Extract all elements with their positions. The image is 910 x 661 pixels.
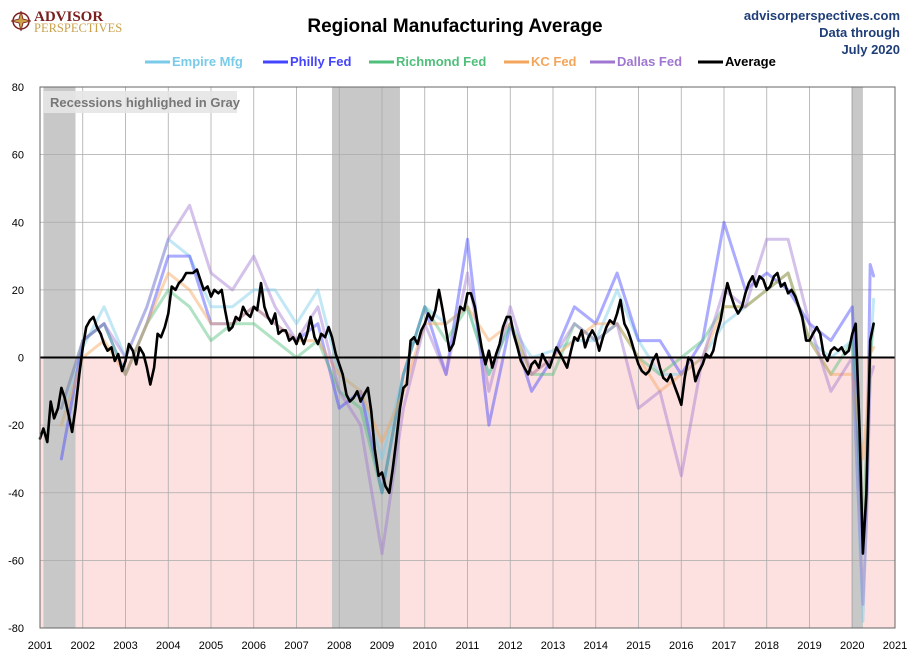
x-tick-label-2014: 2014 xyxy=(584,640,608,652)
advisor-perspectives-logo: ADVISOR PERSPECTIVES xyxy=(10,9,122,35)
x-tick-label-2009: 2009 xyxy=(370,640,394,652)
x-tick-label-2003: 2003 xyxy=(113,640,137,652)
series-lines xyxy=(38,203,876,623)
x-tick-label-2008: 2008 xyxy=(327,640,351,652)
x-tick-label-2002: 2002 xyxy=(71,640,95,652)
legend-item-philly: Philly Fed xyxy=(263,54,351,69)
compass-icon xyxy=(10,10,32,32)
annotation-text: Recessions highlighed in Gray xyxy=(50,95,241,110)
x-tick-label-2012: 2012 xyxy=(498,640,522,652)
plot-border xyxy=(39,86,896,629)
x-tick-label-2016: 2016 xyxy=(669,640,693,652)
x-tick-label-2018: 2018 xyxy=(755,640,779,652)
x-tick-label-2020: 2020 xyxy=(840,640,864,652)
x-tick-label-2001: 2001 xyxy=(28,640,52,652)
chart-title: Regional Manufacturing Average xyxy=(307,16,602,37)
x-tick-label-2006: 2006 xyxy=(242,640,266,652)
x-tick-label-2017: 2017 xyxy=(712,640,736,652)
x-tick-label-2010: 2010 xyxy=(413,640,437,652)
legend-item-empire: Empire Mfg xyxy=(145,54,243,69)
legend-label-kc: KC Fed xyxy=(531,54,577,69)
source-line3: July 2020 xyxy=(841,42,900,57)
y-tick-label-20: 20 xyxy=(12,285,24,297)
y-tick-label-80: 80 xyxy=(12,82,24,94)
logo-top-text: ADVISOR xyxy=(34,9,103,25)
legend-item-average: Average xyxy=(698,54,776,69)
y-tick-label-0: 0 xyxy=(18,353,24,365)
x-tick-label-2004: 2004 xyxy=(156,640,180,652)
y-tick-label--60: -60 xyxy=(8,555,24,567)
y-tick-label-40: 40 xyxy=(12,217,24,229)
series-line-kc xyxy=(59,271,876,461)
y-tick-label--80: -80 xyxy=(8,623,24,635)
legend: Empire Mfg Philly Fed Richmond Fed KC Fe… xyxy=(145,54,776,69)
x-tick-label-2019: 2019 xyxy=(797,640,821,652)
legend-label-average: Average xyxy=(725,54,776,69)
source-line2: Data through xyxy=(819,25,900,40)
legend-label-dallas: Dallas Fed xyxy=(617,54,682,69)
series-line-philly xyxy=(59,220,876,549)
y-tick-label--40: -40 xyxy=(8,488,24,500)
legend-label-empire: Empire Mfg xyxy=(172,54,243,69)
x-tick-label-2013: 2013 xyxy=(541,640,565,652)
legend-label-richmond: Richmond Fed xyxy=(396,54,486,69)
recession-annotation: Recessions highlighed in Gray xyxy=(43,91,241,113)
legend-item-kc: KC Fed xyxy=(504,54,577,69)
logo-bottom-text: PERSPECTIVES xyxy=(34,21,122,35)
y-tick-label-60: 60 xyxy=(12,150,24,162)
series-line-average xyxy=(38,268,875,555)
series-line-richmond xyxy=(59,271,876,539)
legend-item-dallas: Dallas Fed xyxy=(590,54,682,69)
x-tick-label-2015: 2015 xyxy=(626,640,650,652)
y-tick-label--20: -20 xyxy=(8,420,24,432)
series-line-dallas xyxy=(59,203,876,606)
x-tick-label-2011: 2011 xyxy=(456,640,480,652)
annotation-box xyxy=(43,91,237,113)
axes: 80 60 40 20 0 -20 -40 -60 -80 2001 2002 2003 2004 200… xyxy=(8,82,907,652)
series-line-empire xyxy=(59,237,876,623)
x-tick-label-2005: 2005 xyxy=(199,640,223,652)
source-site: advisorperspectives.com xyxy=(744,8,900,23)
legend-label-philly: Philly Fed xyxy=(290,54,351,69)
x-tick-label-2021: 2021 xyxy=(883,640,907,652)
legend-item-richmond: Richmond Fed xyxy=(369,54,486,69)
x-tick-label-2007: 2007 xyxy=(284,640,308,652)
